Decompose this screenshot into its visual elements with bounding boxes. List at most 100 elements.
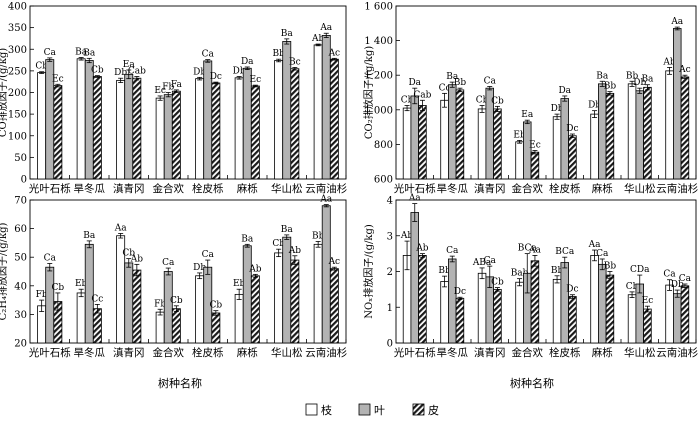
- bar-bark: [530, 151, 540, 180]
- significance-label-branch: Db: [193, 67, 206, 77]
- category-label: 光叶石栎: [29, 182, 71, 195]
- significance-label-branch: Ca: [663, 270, 676, 280]
- bar-branch: [590, 255, 599, 344]
- significance-label-leaf: Ca: [484, 76, 497, 86]
- significance-label-leaf: Aa: [319, 23, 332, 33]
- significance-label-branch: ABa: [472, 258, 492, 268]
- significance-label-leaf: Ca: [44, 253, 57, 263]
- category-label: 华山松: [624, 182, 656, 195]
- category-label: 栓皮栎: [549, 346, 581, 359]
- legend-swatch-leaf: [358, 403, 371, 416]
- category-label: 云南油杉: [656, 182, 698, 195]
- significance-label-bark: Dc: [566, 124, 578, 134]
- bar-bark: [250, 85, 260, 180]
- category-label: 旱冬瓜: [74, 182, 106, 195]
- significance-label-leaf: Ca: [202, 250, 215, 260]
- legend: 枝 叶 皮: [305, 403, 439, 417]
- y-axis-label-nox: NOₓ排放因子/(g/kg): [362, 224, 375, 319]
- category-label: 金合欢: [512, 182, 544, 195]
- significance-label-leaf: Fb: [162, 83, 174, 93]
- y-tick-label: 150: [8, 110, 27, 121]
- bar-leaf: [124, 73, 134, 180]
- category-label: 麻栎: [237, 346, 258, 359]
- significance-label-branch: Db: [551, 104, 564, 114]
- chart-co2: 600 800 1 000 1 200 1 400 1 600 CO₂排放因子/(g/kg)…: [362, 2, 698, 196]
- significance-label-bark: Ab: [288, 246, 301, 256]
- bar-bark: [643, 308, 652, 344]
- bar-leaf: [635, 90, 644, 180]
- y-tick-label: 600: [374, 175, 393, 186]
- significance-label-bark: Cb: [170, 296, 183, 306]
- significance-label-branch: Bb: [272, 49, 285, 59]
- category-label: 麻栎: [237, 182, 258, 195]
- significance-label-bark: Ca: [679, 274, 692, 284]
- y-tick-label: 60: [14, 224, 27, 235]
- y-tick-label: 1: [387, 303, 393, 314]
- significance-label-branch: Bb: [438, 266, 451, 276]
- bar-bark: [680, 76, 690, 180]
- category-label: 金合欢: [153, 182, 185, 195]
- bar-bark: [250, 275, 260, 344]
- significance-label-bark: Cb: [52, 283, 65, 293]
- significance-label-branch: Aa: [114, 223, 127, 233]
- significance-label-bark: Ec: [529, 140, 541, 150]
- significance-label-leaf: Ba: [83, 231, 96, 241]
- bar-branch: [477, 108, 487, 180]
- bar-bark: [418, 255, 427, 344]
- significance-label-leaf: Aa: [319, 195, 332, 205]
- bar-leaf: [673, 293, 682, 344]
- bar-bark: [680, 285, 690, 344]
- bar-branch: [274, 252, 284, 344]
- significance-label-branch: Ab: [662, 57, 675, 67]
- y-axis-label-co2: CO₂排放因子/(g/kg): [362, 46, 375, 139]
- significance-label-leaf: Da: [558, 86, 571, 96]
- bar-bark: [605, 274, 615, 344]
- significance-label-leaf: Da: [408, 78, 421, 88]
- significance-label-branch: Eb: [513, 130, 526, 140]
- significance-label-bark: Cab: [413, 90, 431, 100]
- significance-label-leaf: Db: [671, 280, 684, 290]
- category-label: 滇青冈: [113, 346, 145, 359]
- significance-label-branch: Cc: [439, 83, 451, 93]
- y-tick-label: 100: [8, 131, 27, 142]
- bar-bark: [605, 92, 615, 180]
- significance-label-bark: Ab: [248, 264, 261, 274]
- bar-branch: [195, 78, 205, 180]
- category-label: 麻栎: [592, 182, 613, 195]
- significance-label-branch: Db: [114, 68, 127, 78]
- significance-label-branch: Eb: [233, 279, 246, 289]
- y-tick-label: 250: [8, 66, 27, 77]
- category-label: 光叶石栎: [394, 182, 436, 195]
- category-label: 麻栎: [592, 346, 613, 359]
- bar-leaf: [410, 95, 419, 180]
- bar-branch: [402, 107, 412, 180]
- y-tick-label: 800: [374, 140, 393, 151]
- significance-label-bark: Ec: [250, 75, 262, 85]
- bar-bark: [455, 89, 465, 180]
- category-label: 滇青冈: [474, 346, 506, 359]
- category-label: 云南油杉: [305, 182, 347, 195]
- significance-label-branch: Db: [588, 101, 601, 111]
- y-tick-label: 70: [14, 196, 27, 207]
- y-tick-label: 40: [14, 281, 27, 292]
- significance-label-bark: Ac: [328, 257, 341, 267]
- significance-label-bark: Aa: [528, 245, 541, 255]
- bar-bark: [643, 86, 652, 180]
- category-label: 栓皮栎: [192, 346, 224, 359]
- category-label: 金合欢: [512, 346, 544, 359]
- significance-label-branch: Cb: [35, 62, 48, 72]
- bar-branch: [440, 281, 449, 344]
- category-label: 滇青冈: [474, 182, 506, 195]
- y-tick-label: 350: [8, 23, 27, 34]
- x-axis-title-right: 树种名称: [510, 376, 554, 390]
- significance-label-branch: Cb: [626, 282, 639, 292]
- category-label: 华山松: [271, 182, 303, 195]
- category-label: 华山松: [271, 346, 303, 359]
- significance-label-branch: Cb: [401, 95, 414, 105]
- bar-branch: [76, 292, 86, 344]
- category-label: 光叶石栎: [29, 346, 71, 359]
- bar-bark: [290, 68, 300, 180]
- significance-label-bark: Bb: [604, 82, 617, 92]
- bar-leaf: [45, 266, 55, 344]
- significance-label-bark: Ec: [642, 296, 654, 306]
